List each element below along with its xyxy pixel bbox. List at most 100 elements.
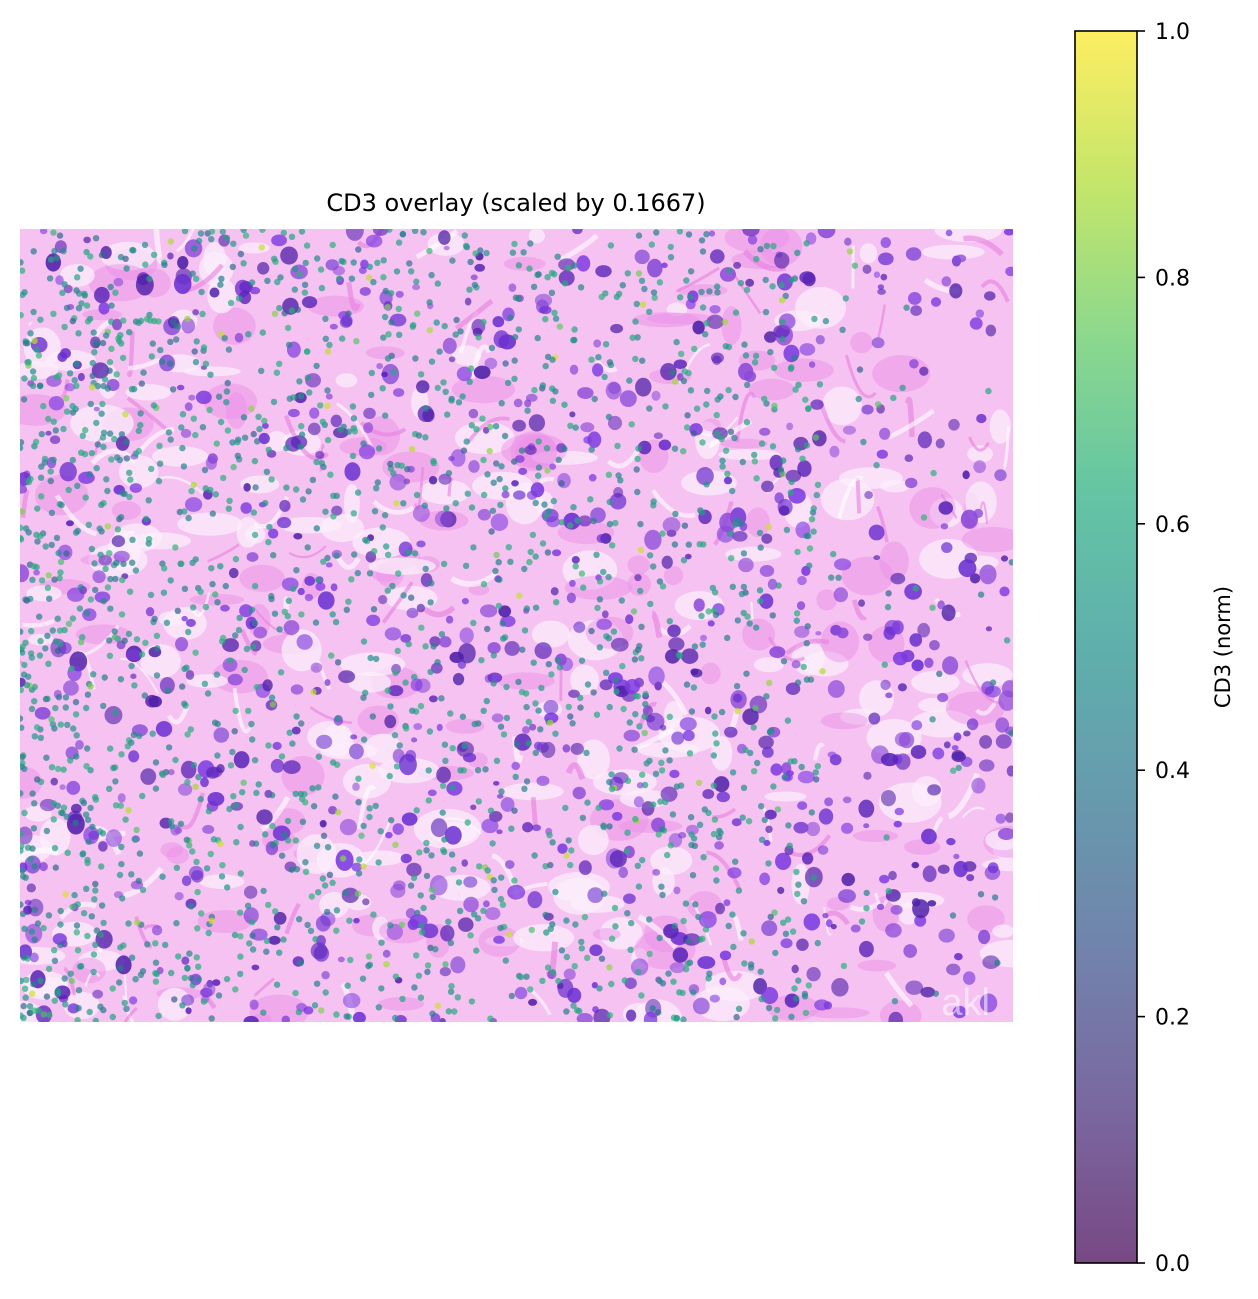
cd3-point <box>63 408 71 415</box>
cd3-point <box>195 976 202 983</box>
cd3-point <box>208 1015 215 1022</box>
cd3-point <box>770 242 777 250</box>
cd3-point <box>479 415 486 422</box>
cd3-point <box>285 597 292 604</box>
cd3-point <box>117 802 125 809</box>
cd3-point <box>77 584 85 591</box>
cd3-point <box>430 459 437 467</box>
cd3-point <box>311 1002 319 1009</box>
cd3-point <box>84 318 92 325</box>
cd3-point <box>343 1013 350 1020</box>
cd3-point <box>429 893 436 901</box>
cd3-point <box>198 288 205 296</box>
cd3-point <box>596 578 604 585</box>
cd3-point <box>501 432 509 440</box>
cd3-point <box>381 512 389 519</box>
cd3-point <box>249 736 256 743</box>
cd3-point <box>784 916 792 923</box>
cd3-point <box>296 916 303 923</box>
cd3-point <box>685 541 692 548</box>
cd3-point <box>330 513 337 520</box>
cd3-point <box>461 742 468 749</box>
cd3-point <box>152 978 160 985</box>
cd3-point <box>606 778 613 786</box>
cd3-point <box>627 946 634 953</box>
cd3-point <box>296 378 303 385</box>
cd3-point <box>333 552 340 559</box>
cd3-point <box>680 1016 687 1022</box>
cd3-point <box>558 519 565 526</box>
cd3-point <box>151 615 158 622</box>
cd3-point <box>186 950 193 957</box>
cd3-point <box>191 348 198 355</box>
cd3-point <box>806 545 814 552</box>
cd3-point <box>255 413 262 420</box>
cd3-point <box>518 688 526 696</box>
cd3-point <box>69 456 77 464</box>
cd3-point <box>778 296 786 304</box>
cd3-point <box>566 522 574 529</box>
cd3-point <box>614 442 621 450</box>
cd3-point <box>991 894 999 901</box>
cd3-point <box>229 263 236 271</box>
cd3-point <box>91 560 98 567</box>
cd3-point <box>578 657 586 664</box>
cd3-point <box>417 892 424 899</box>
cd3-point <box>638 992 645 999</box>
cd3-point <box>985 387 992 395</box>
cd3-point <box>930 469 937 477</box>
cd3-point <box>438 631 446 638</box>
cd3-point <box>100 919 107 927</box>
cd3-point <box>442 757 449 764</box>
cd3-point <box>602 290 609 297</box>
cd3-point <box>741 960 748 967</box>
cd3-point <box>414 909 421 917</box>
cd3-point <box>395 239 403 246</box>
cd3-point <box>677 294 684 301</box>
cd3-point <box>647 600 654 608</box>
cd3-point <box>665 970 672 977</box>
cd3-point <box>544 467 551 474</box>
cd3-point <box>643 760 650 767</box>
cd3-point <box>185 628 192 636</box>
cd3-point <box>487 1015 494 1022</box>
cd3-point <box>309 476 317 484</box>
cd3-point <box>616 290 623 297</box>
cd3-point <box>248 606 256 613</box>
cd3-point <box>929 716 936 723</box>
cd3-point <box>28 627 35 635</box>
cd3-point <box>484 625 491 633</box>
cd3-point <box>360 863 367 870</box>
cd3-point <box>555 977 562 985</box>
cd3-point <box>799 455 806 462</box>
cd3-point <box>164 687 172 694</box>
cd3-point <box>217 840 224 847</box>
cd3-point <box>72 698 80 706</box>
cd3-point <box>527 240 534 247</box>
cd3-point <box>62 694 70 701</box>
cd3-point <box>407 882 415 889</box>
cd3-point <box>612 519 619 527</box>
cd3-point <box>539 382 547 389</box>
cd3-point <box>118 860 125 868</box>
cd3-point <box>408 446 416 453</box>
cd3-point <box>36 652 44 659</box>
cd3-point <box>671 922 678 930</box>
cd3-point <box>840 962 848 970</box>
cd3-point <box>20 901 24 908</box>
cd3-point <box>384 551 392 558</box>
cd3-point <box>77 638 85 646</box>
cd3-point <box>607 242 615 249</box>
cd3-point <box>63 813 70 820</box>
cd3-point <box>756 529 764 537</box>
cd3-point <box>515 262 523 269</box>
cd3-point <box>417 702 425 710</box>
cd3-point <box>641 285 648 293</box>
cd3-point <box>351 551 358 558</box>
cd3-point <box>154 645 161 652</box>
cd3-point <box>106 358 114 366</box>
cd3-point <box>91 349 98 356</box>
cd3-point <box>605 635 612 642</box>
cd3-point <box>426 728 434 735</box>
cd3-point <box>101 674 108 681</box>
